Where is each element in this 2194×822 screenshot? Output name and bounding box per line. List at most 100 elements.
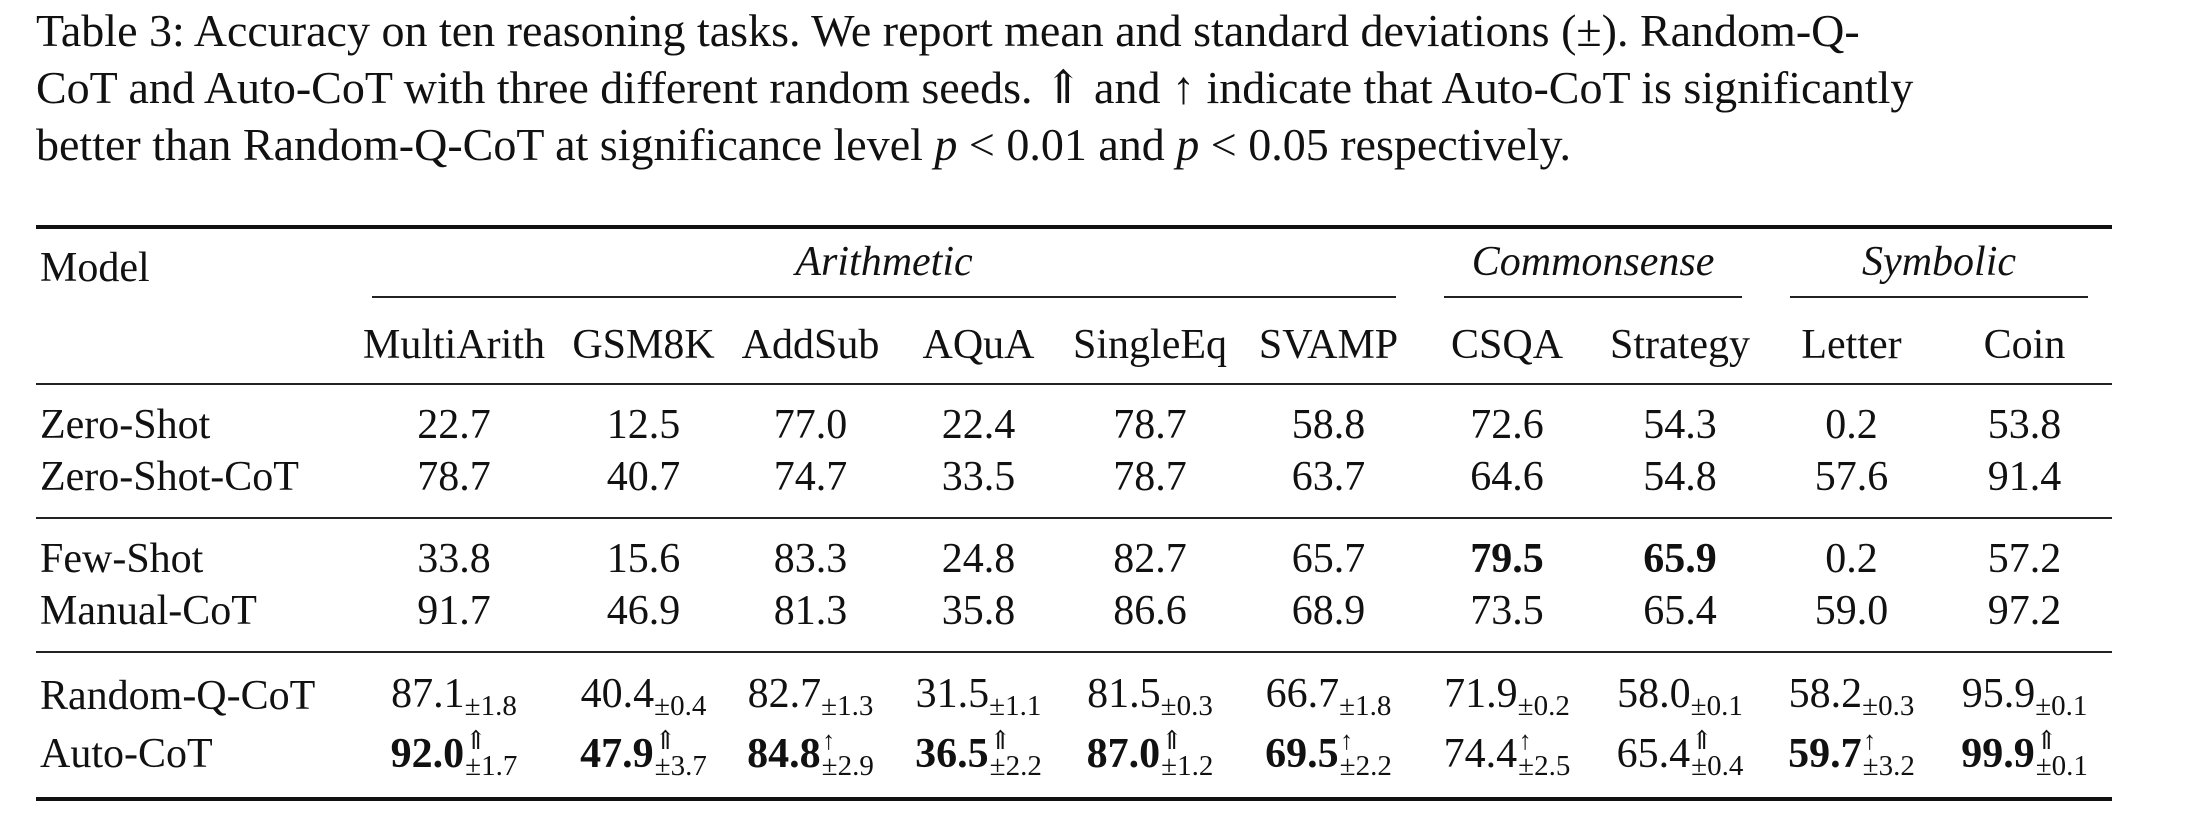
mean-value: 69.5 bbox=[1265, 730, 1339, 777]
value-cell: 66.7±1.8 bbox=[1237, 651, 1421, 725]
caption-p-variable: p bbox=[1176, 119, 1200, 170]
value-cell: 24.8 bbox=[894, 517, 1063, 585]
value-cell: 40.7 bbox=[606, 454, 681, 500]
std-deviation: ±0.1 bbox=[2035, 689, 2088, 722]
value-with-std: 95.9±0.1 bbox=[1962, 670, 2088, 723]
mean-value: 31.5 bbox=[915, 670, 990, 717]
mean-value: 66.7 bbox=[1265, 670, 1340, 717]
std-deviation: ±3.7 bbox=[654, 749, 707, 782]
value-cell: 57.2 bbox=[1937, 517, 2113, 585]
value-cell: 63.7 bbox=[1291, 454, 1366, 500]
value-with-std: 59.7↑±3.2 bbox=[1788, 726, 1915, 783]
value-cell: 68.9 bbox=[1291, 588, 1366, 634]
value-cell: 40.4±0.4 bbox=[560, 651, 727, 725]
value-with-std: 65.4⇑±0.4 bbox=[1617, 726, 1744, 783]
table-row: Auto-CoT 92.0⇑±1.7 47.9⇑±3.7 84.8↑±2.9 36.5⇑… bbox=[36, 725, 2113, 801]
column-header-coin: Coin bbox=[1983, 322, 2066, 368]
value-cell: 69.5↑±2.2 bbox=[1237, 725, 1421, 801]
value-with-std: 82.7±1.3 bbox=[748, 670, 874, 723]
mean-value: 95.9 bbox=[1961, 670, 2036, 717]
mean-value: 36.5 bbox=[915, 730, 989, 777]
significance-marker: ⇑ bbox=[1161, 725, 1183, 755]
mean-value: 74.4 bbox=[1443, 730, 1518, 777]
value-cell: 91.7 bbox=[417, 588, 491, 634]
value-cell: 71.9±0.2 bbox=[1420, 651, 1595, 725]
significance-marker: ↑ bbox=[822, 725, 836, 755]
value-with-std: 71.9±0.2 bbox=[1444, 670, 1570, 723]
model-column-header: Model bbox=[36, 225, 348, 307]
significance-marker: ↑ bbox=[1340, 725, 1354, 755]
value-cell: 47.9⇑±3.7 bbox=[560, 725, 727, 801]
value-with-std: 74.4↑±2.5 bbox=[1444, 726, 1571, 783]
std-deviation: ±1.1 bbox=[989, 689, 1042, 722]
value-cell: 74.4↑±2.5 bbox=[1420, 725, 1595, 801]
value-cell: 0.2 bbox=[1766, 517, 1938, 585]
value-cell: 81.3 bbox=[773, 588, 848, 634]
value-cell: 58.0±0.1 bbox=[1594, 651, 1767, 725]
value-cell: 65.4⇑±0.4 bbox=[1594, 725, 1767, 801]
model-name-cell: Manual-CoT bbox=[40, 588, 257, 634]
column-header-gsm8k: GSM8K bbox=[572, 322, 715, 368]
caption-line-3-text: better than Random-Q-CoT at significance… bbox=[36, 119, 935, 170]
mean-value: 71.9 bbox=[1444, 670, 1518, 717]
value-cell: 57.6 bbox=[1814, 454, 1889, 500]
value-with-std: 58.0±0.1 bbox=[1617, 670, 1743, 723]
value-cell: 31.5±1.1 bbox=[894, 651, 1063, 725]
value-cell: 22.4 bbox=[894, 383, 1063, 451]
value-with-std: 81.5±0.3 bbox=[1087, 670, 1213, 723]
value-with-std: 40.4±0.4 bbox=[581, 670, 707, 723]
value-cell: 78.7 bbox=[1113, 454, 1187, 500]
model-name-cell: Random-Q-CoT bbox=[36, 651, 348, 725]
value-cell: 35.8 bbox=[941, 588, 1016, 634]
value-cell: 22.7 bbox=[348, 383, 560, 451]
value-cell: 54.8 bbox=[1643, 454, 1717, 500]
column-header-addsub: AddSub bbox=[741, 322, 880, 368]
mean-value: 65.4 bbox=[1616, 730, 1691, 777]
group-label: Symbolic bbox=[1790, 238, 2089, 298]
group-header-row: Model Arithmetic Commonsense Symbolic bbox=[36, 225, 2113, 307]
value-cell: 33.5 bbox=[941, 454, 1016, 500]
mean-value: 87.1 bbox=[391, 670, 465, 717]
value-cell: 12.5 bbox=[560, 383, 727, 451]
std-deviation: ±1.7 bbox=[465, 749, 518, 782]
value-cell: 81.5±0.3 bbox=[1063, 651, 1237, 725]
std-deviation: ±0.4 bbox=[654, 689, 707, 722]
group-header-commonsense: Commonsense bbox=[1420, 225, 1767, 307]
results-table: Model Arithmetic Commonsense Symbolic Mu… bbox=[36, 225, 2113, 801]
value-cell: 82.7 bbox=[1063, 517, 1237, 585]
value-cell: 84.8↑±2.9 bbox=[727, 725, 894, 801]
value-cell: 77.0 bbox=[727, 383, 894, 451]
value-cell: 0.2 bbox=[1766, 383, 1938, 451]
table-row: Few-Shot 33.8 15.6 83.3 24.8 82.7 65.7 79.5 65.9… bbox=[36, 517, 2113, 585]
value-with-std: 84.8↑±2.9 bbox=[747, 726, 874, 783]
value-cell: 72.6 bbox=[1420, 383, 1595, 451]
group-label: Commonsense bbox=[1444, 238, 1743, 298]
column-header-csqa: CSQA bbox=[1450, 322, 1564, 368]
group-header-arithmetic: Arithmetic bbox=[348, 225, 1421, 307]
value-cell: 87.0⇑±1.2 bbox=[1063, 725, 1237, 801]
model-name-cell: Zero-Shot-CoT bbox=[40, 454, 299, 500]
column-header-singleeq: SingleEq bbox=[1073, 322, 1227, 368]
value-with-std: 31.5±1.1 bbox=[916, 670, 1042, 723]
column-header-row: MultiArith GSM8K AddSub AQuA SingleEq SVAMP CS… bbox=[36, 307, 2112, 384]
caption-line-2: CoT and Auto-CoT with three different ra… bbox=[36, 62, 1914, 113]
value-with-std: 47.9⇑±3.7 bbox=[580, 726, 707, 783]
value-cell: 99.9⇑±0.1 bbox=[1937, 725, 2113, 801]
value-cell: 78.7 bbox=[417, 454, 491, 500]
value-cell: 83.3 bbox=[727, 517, 894, 585]
mean-value: 58.0 bbox=[1617, 670, 1691, 717]
value-with-std: 87.1±1.8 bbox=[391, 670, 517, 723]
value-with-std: 58.2±0.3 bbox=[1789, 670, 1915, 723]
value-cell: 65.9 bbox=[1594, 517, 1767, 585]
column-header-strategy: Strategy bbox=[1610, 322, 1750, 368]
significance-marker: ↑ bbox=[1518, 725, 1532, 755]
column-header-svamp: SVAMP bbox=[1258, 322, 1399, 368]
column-header-aqua: AQuA bbox=[922, 322, 1035, 368]
caption-p1-threshold: < 0.01 and bbox=[957, 119, 1177, 170]
std-deviation: ±2.2 bbox=[989, 749, 1042, 782]
value-with-std: 87.0⇑±1.2 bbox=[1087, 726, 1214, 783]
std-deviation: ±3.2 bbox=[1862, 749, 1915, 782]
value-cell: 78.7 bbox=[1063, 383, 1237, 451]
value-cell: 58.8 bbox=[1237, 383, 1421, 451]
std-deviation: ±0.3 bbox=[1862, 689, 1915, 722]
